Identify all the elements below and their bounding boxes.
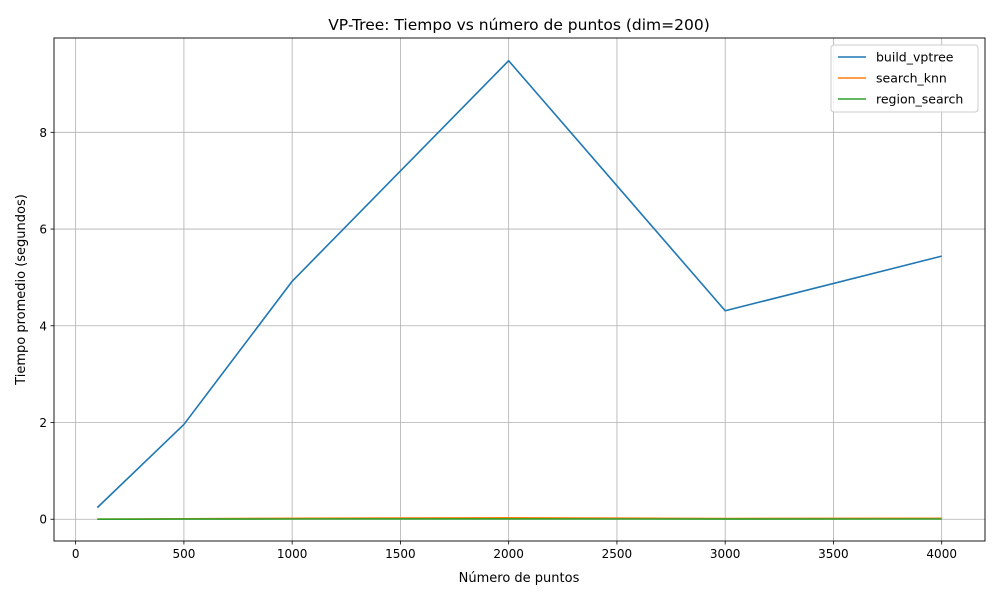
x-tick-label: 2500 bbox=[602, 547, 633, 561]
legend-label: build_vptree bbox=[876, 50, 954, 65]
legend-label: search_knn bbox=[876, 71, 947, 86]
chart-title: VP-Tree: Tiempo vs número de puntos (dim… bbox=[328, 16, 710, 34]
grid bbox=[54, 38, 985, 541]
y-axis-label: Tiempo promedio (segundos) bbox=[14, 194, 29, 386]
legend-label: region_search bbox=[876, 92, 963, 107]
x-tick-label: 3000 bbox=[710, 547, 741, 561]
x-tick-label: 500 bbox=[172, 547, 195, 561]
y-tick-label: 0 bbox=[39, 513, 47, 527]
series-layer bbox=[96, 59, 942, 520]
plot-frame bbox=[53, 37, 986, 542]
x-tick-label: 1500 bbox=[385, 547, 416, 561]
x-tick-label: 2000 bbox=[493, 547, 524, 561]
y-tick-label: 6 bbox=[39, 223, 47, 237]
legend: build_vptree search_knn region_search bbox=[830, 44, 979, 113]
x-axis-label: Número de puntos bbox=[459, 571, 580, 586]
y-tick-label: 4 bbox=[39, 319, 47, 333]
ticks: 0 500 1000 1500 2000 2500 3000 3500 4000 0 2 4 6 8 bbox=[39, 126, 957, 561]
y-tick-label: 8 bbox=[39, 126, 47, 140]
x-tick-label: 1000 bbox=[277, 547, 308, 561]
y-tick-label: 2 bbox=[39, 416, 47, 430]
x-tick-label: 3500 bbox=[818, 547, 849, 561]
x-tick-label: 0 bbox=[72, 547, 80, 561]
series-line-build-vptree bbox=[96, 59, 942, 509]
x-tick-label: 4000 bbox=[926, 547, 957, 561]
legend-box bbox=[830, 44, 979, 113]
